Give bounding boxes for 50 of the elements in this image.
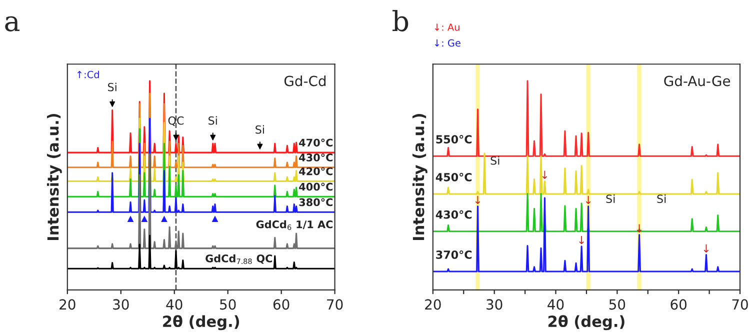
annotation: Si — [108, 82, 116, 92]
x-tick-label: 40 — [166, 299, 182, 310]
series-label: 370°C — [436, 250, 472, 259]
annotation: ▲ — [127, 216, 134, 222]
annotation: Si — [606, 194, 615, 204]
annotation: ▲ — [141, 216, 148, 222]
x-tick-label: 50 — [220, 299, 236, 310]
annotation: Si — [208, 116, 217, 125]
annotation: Gd-Au-Ge — [664, 75, 730, 86]
series-label: 450°C — [436, 172, 472, 182]
x-tick-label: 30 — [486, 299, 502, 310]
x-tick-label: 30 — [113, 299, 129, 310]
annotation: ↓ — [704, 244, 709, 253]
text: ↓: Ge — [434, 39, 460, 47]
annotation: QC — [168, 116, 184, 126]
x-tick-label: 50 — [609, 299, 626, 310]
x-tick-label: 70 — [327, 299, 343, 310]
series-label: 430°C — [436, 210, 472, 219]
x-axis-title: 2θ (deg.) — [548, 315, 624, 330]
annotation: ↓ — [475, 196, 480, 204]
annotation: Si — [490, 156, 500, 165]
annotation: ↓ — [542, 170, 548, 179]
y-axis-title: Intensity (a.u.) — [46, 114, 62, 240]
series-label: GdCd$_{7.88}$ QC — [206, 254, 272, 264]
series-label: 470°C — [299, 138, 333, 147]
annotation: Si — [657, 194, 666, 204]
x-tick-label: 60 — [273, 299, 290, 310]
series-label: 400°C — [299, 182, 333, 191]
chart-title: a — [5, 16, 20, 32]
series-label: 420°C — [299, 167, 333, 176]
text: ↓: Au — [434, 24, 460, 31]
chart-title: b — [392, 10, 408, 32]
x-tick-label: 70 — [732, 299, 748, 310]
series-label: 550°C — [436, 135, 472, 144]
annotation: ▲ — [161, 216, 168, 222]
annotation: Si — [256, 125, 264, 134]
x-tick-label: 20 — [425, 299, 441, 310]
annotation: ▲ — [212, 216, 218, 222]
series-label: 380°C — [299, 198, 333, 206]
annotation: ↓ — [579, 236, 584, 244]
text: ↑:Cd — [77, 70, 99, 78]
x-tick-label: 60 — [670, 299, 687, 310]
series-label: GdCd$_{6}$ 1/1 AC — [256, 220, 333, 230]
annotation: Gd-Cd — [284, 75, 326, 86]
annotation: ↓ — [586, 196, 591, 204]
x-axis-title: 2θ (deg.) — [163, 315, 240, 330]
x-tick-label: 20 — [60, 299, 76, 310]
series-label: 430°C — [299, 153, 333, 162]
x-tick-label: 40 — [548, 299, 564, 310]
y-axis-title: Intensity (a.u.) — [412, 114, 428, 240]
